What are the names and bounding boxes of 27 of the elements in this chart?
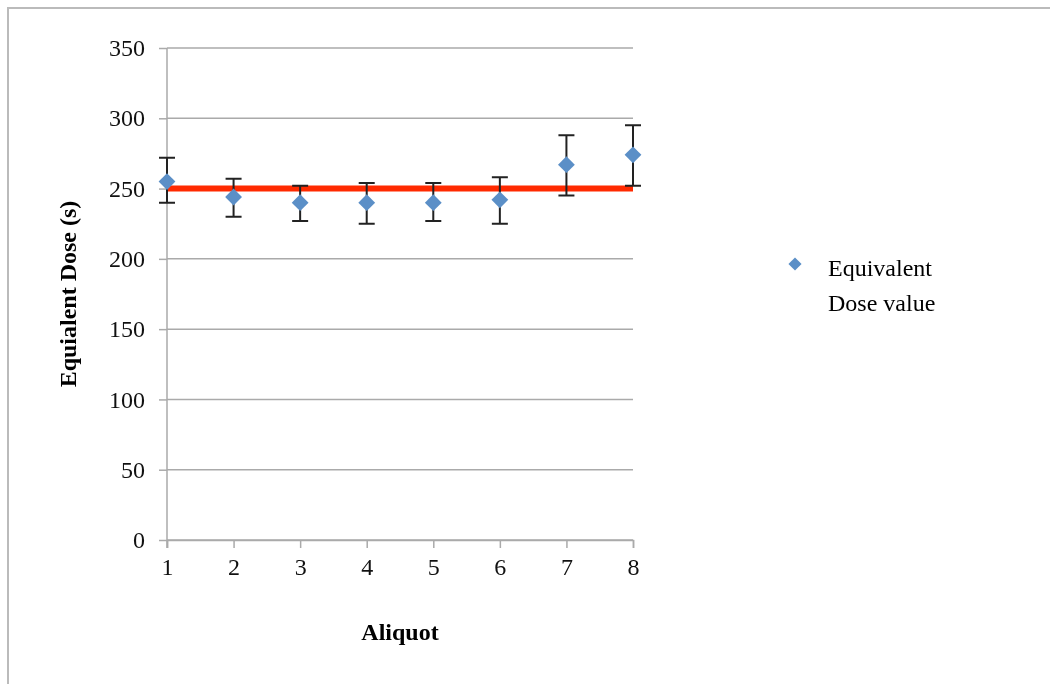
point [424,194,442,212]
x-tick-label: 8 [627,554,640,581]
y-tick-label: 250 [109,175,145,202]
x-tick-label: 6 [494,554,507,581]
y-tick-label: 50 [121,456,145,483]
y-axis-title: Equialent Dose (s) [55,200,81,388]
point [491,191,509,209]
y-tick-label: 300 [109,105,145,132]
x-tick-label: 5 [427,554,440,581]
x-tick-label: 3 [294,554,307,581]
x-tick-label: 1 [161,554,174,581]
x-axis-title: Aliquot [361,619,439,645]
x-tick-label: 2 [228,554,241,581]
y-tick-label: 0 [133,527,145,554]
x-tick-label: 4 [361,554,374,581]
point [624,146,642,164]
y-tick-label: 350 [109,35,145,62]
point [291,194,309,212]
y-tick-label: 200 [109,246,145,273]
y-tick-label: 150 [109,316,145,343]
point [358,194,376,212]
point [225,188,242,206]
point [158,173,176,190]
point [558,156,575,174]
x-tick-label: 7 [560,554,573,581]
legend-label: Equivalent Dose value [828,255,936,316]
y-tick-label: 100 [109,386,145,413]
